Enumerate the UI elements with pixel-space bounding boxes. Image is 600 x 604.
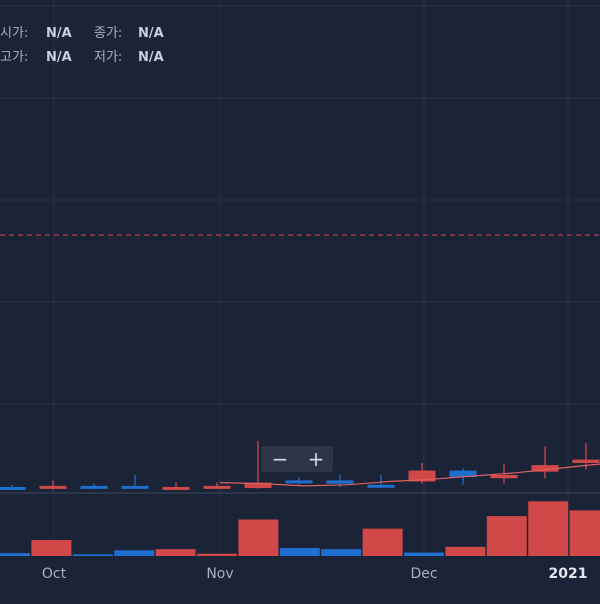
low-label: 저가:	[94, 50, 123, 65]
x-tick-label-2021: 2021	[548, 566, 588, 582]
volume-bar	[445, 546, 486, 556]
ohlc-legend: 시가: N/A 종가: N/A 고가: N/A 저가: N/A	[0, 22, 186, 70]
volume-bar	[362, 528, 403, 556]
candle-body	[490, 474, 518, 479]
volume-bar	[486, 516, 527, 556]
candle-body	[162, 486, 190, 490]
x-tick-label-dec: Dec	[410, 566, 438, 582]
volume-bar	[528, 501, 569, 556]
high-label: 고가:	[0, 50, 29, 65]
x-tick-label-nov: Nov	[206, 566, 234, 582]
plus-icon: +	[307, 447, 325, 471]
x-tick-label-oct: Oct	[41, 566, 67, 582]
candle-body	[203, 485, 231, 489]
candle-body	[326, 480, 354, 484]
volume-bar	[238, 519, 279, 556]
volume-bar	[321, 549, 362, 556]
high-value: N/A	[46, 50, 72, 65]
candle-body	[367, 484, 395, 488]
volume-bar	[31, 540, 72, 556]
volume-bar	[72, 554, 113, 556]
candle-body	[121, 485, 149, 489]
minus-icon: −	[271, 447, 289, 471]
legend-row-high-low: 고가: N/A 저가: N/A	[0, 46, 186, 70]
candle-body	[449, 470, 477, 478]
open-value: N/A	[46, 26, 72, 41]
zoom-controls: − +	[261, 446, 333, 472]
zoom-in-button[interactable]: +	[303, 446, 329, 472]
moving-average-line	[219, 463, 600, 487]
candle-body	[244, 482, 272, 489]
legend-row-open-close: 시가: N/A 종가: N/A	[0, 22, 186, 46]
close-value: N/A	[138, 26, 164, 41]
volume-bar	[404, 552, 444, 556]
volume-bar	[155, 549, 196, 556]
open-label: 시가:	[0, 26, 29, 41]
candle-body	[531, 465, 559, 472]
candle-body	[39, 485, 67, 489]
volume-bar	[0, 553, 30, 556]
low-value: N/A	[138, 50, 164, 65]
candle-body	[0, 486, 26, 490]
candle-body	[285, 480, 313, 484]
volume-bar	[114, 550, 155, 556]
close-label: 종가:	[94, 26, 123, 41]
volume-bar	[569, 510, 600, 556]
candle-body	[408, 470, 436, 482]
volume-bar	[197, 553, 237, 556]
candle-body	[572, 459, 600, 463]
volume-bar	[279, 548, 320, 556]
zoom-out-button[interactable]: −	[267, 446, 293, 472]
candle-body	[80, 485, 108, 489]
